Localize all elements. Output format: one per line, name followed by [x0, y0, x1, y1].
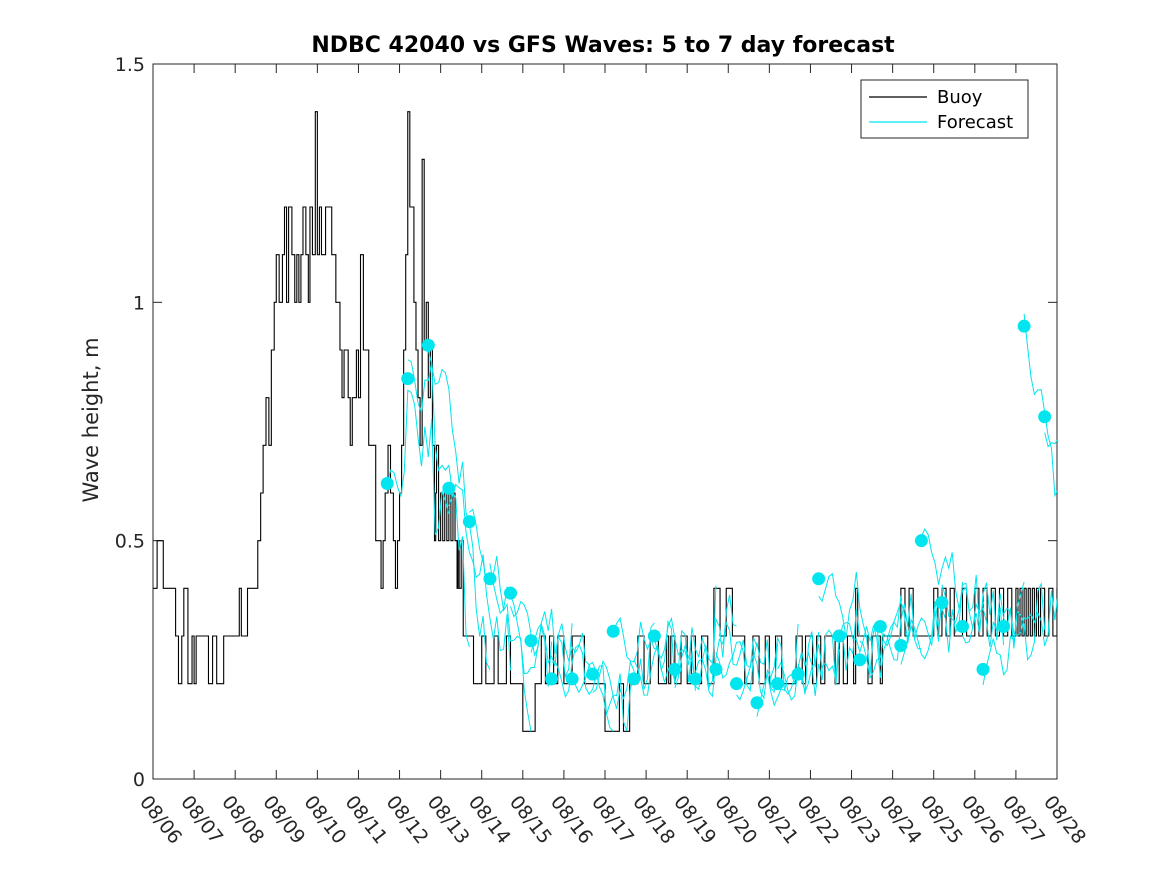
- forecast-trace: [982, 582, 1046, 686]
- forecast-point: [421, 338, 435, 352]
- y-tick-label: 1: [133, 292, 145, 314]
- forecast-trace: [592, 622, 655, 710]
- forecast-point: [524, 634, 538, 648]
- forecast-trace: [756, 631, 820, 717]
- forecast-point: [380, 476, 394, 490]
- forecast-trace: [674, 594, 737, 691]
- forecast-trace: [551, 643, 614, 732]
- forecast-trace: [633, 629, 696, 696]
- forecast-point: [627, 672, 641, 686]
- forecast-trace: [571, 661, 635, 732]
- forecast-point: [914, 534, 928, 548]
- forecast-trace: [962, 581, 1025, 649]
- forecast-point: [853, 653, 867, 667]
- forecast-point: [442, 481, 456, 495]
- forecast-point: [606, 624, 620, 638]
- forecast-trace: [838, 595, 902, 679]
- forecast-trace: [920, 528, 984, 629]
- y-tick-label: 1.5: [115, 54, 145, 76]
- legend-label: Buoy: [937, 87, 983, 108]
- forecast-trace: [386, 389, 450, 536]
- forecast-trace: [736, 623, 799, 701]
- forecast-trace: [859, 593, 922, 680]
- y-tick-label: 0.5: [115, 531, 145, 553]
- forecast-trace: [694, 620, 758, 698]
- forecast-trace: [612, 616, 676, 684]
- legend-box: [860, 79, 1029, 139]
- forecast-trace: [797, 608, 861, 694]
- forecast-trace: [818, 571, 881, 675]
- forecast-point: [668, 662, 682, 676]
- forecast-point: [565, 672, 579, 686]
- forecast-point: [729, 677, 743, 691]
- forecast-trace: [530, 622, 594, 677]
- forecast-trace: [407, 359, 470, 648]
- legend-label: Forecast: [937, 112, 1013, 133]
- forecast-point: [503, 586, 517, 600]
- forecast-point: [483, 572, 497, 586]
- forecast-point: [894, 639, 908, 653]
- forecast-point: [873, 619, 887, 633]
- forecast-trace: [777, 629, 840, 701]
- forecast-trace: [1003, 590, 1057, 647]
- forecast-trace: [448, 483, 511, 671]
- forecast-point: [771, 677, 785, 691]
- forecast-trace: [879, 587, 943, 647]
- forecast-trace: [653, 585, 717, 689]
- forecast-point: [1038, 410, 1052, 424]
- forecast-trace: [1023, 313, 1057, 498]
- forecast-point: [997, 619, 1011, 633]
- forecast-trace: [1044, 432, 1057, 448]
- forecast-point: [647, 629, 661, 643]
- forecast-point: [545, 672, 559, 686]
- forecast-point: [688, 672, 702, 686]
- forecast-point: [832, 629, 846, 643]
- forecast-point: [750, 696, 764, 710]
- forecast-point: [791, 667, 805, 681]
- forecast-point: [709, 662, 723, 676]
- legend: Buoy Forecast: [860, 79, 1029, 139]
- forecast-trace: [427, 349, 491, 671]
- series-group: [153, 111, 1057, 732]
- forecast-point: [1017, 319, 1031, 333]
- forecast-point: [935, 596, 949, 610]
- forecast-point: [812, 572, 826, 586]
- forecast-trace: [900, 581, 963, 665]
- forecast-point: [586, 667, 600, 681]
- y-axis-label: Wave height, m: [79, 337, 103, 502]
- forecast-point: [955, 619, 969, 633]
- forecast-point: [462, 515, 476, 529]
- buoy-series-line: [153, 111, 1057, 732]
- chart-title: NDBC 42040 vs GFS Waves: 5 to 7 day fore…: [311, 33, 895, 58]
- forecast-trace: [715, 639, 779, 694]
- forecast-point: [976, 662, 990, 676]
- forecast-point: [401, 372, 415, 386]
- forecast-trace: [469, 508, 532, 732]
- y-tick-label: 0: [133, 769, 145, 791]
